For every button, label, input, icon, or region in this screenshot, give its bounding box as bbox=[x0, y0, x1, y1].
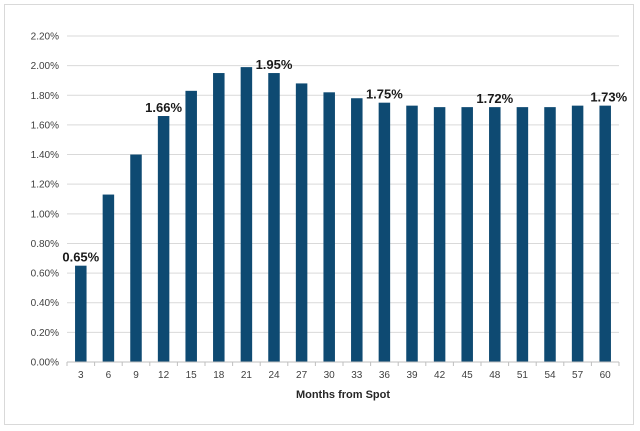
x-tick-label: 57 bbox=[572, 370, 584, 381]
bar-27 bbox=[295, 83, 308, 362]
y-tick-label: 1.80% bbox=[31, 91, 59, 102]
y-tick-label: 1.00% bbox=[31, 209, 59, 220]
bars bbox=[75, 67, 611, 363]
x-tick-label: 42 bbox=[434, 370, 446, 381]
y-tick-label: 0.40% bbox=[31, 298, 59, 309]
data-labels: 0.65% 1.66% 1.95% 1.75% 1.72% 1.73% bbox=[62, 57, 627, 265]
y-tick-label: 1.60% bbox=[31, 120, 59, 131]
x-tick-label: 12 bbox=[158, 370, 170, 381]
y-tick-label: 1.40% bbox=[31, 150, 59, 161]
x-tick-label: 3 bbox=[78, 370, 84, 381]
bar-42 bbox=[433, 107, 446, 362]
x-tick-label: 60 bbox=[600, 370, 612, 381]
bar-18 bbox=[213, 73, 225, 362]
x-tick-label: 30 bbox=[324, 370, 336, 381]
data-label-60: 1.73% bbox=[590, 90, 627, 105]
bar-48 bbox=[489, 107, 501, 362]
y-tick-label: 1.20% bbox=[31, 180, 59, 191]
x-tick-label: 54 bbox=[544, 370, 556, 381]
bar-30 bbox=[323, 92, 335, 363]
bar-12 bbox=[157, 116, 170, 362]
x-tick-label: 48 bbox=[489, 370, 501, 381]
bar-21 bbox=[240, 67, 253, 363]
x-tick-label: 33 bbox=[351, 370, 363, 381]
x-tick-label: 9 bbox=[133, 370, 139, 381]
y-tick-label: 0.60% bbox=[31, 269, 59, 280]
x-tick-label: 27 bbox=[296, 370, 308, 381]
bar-60 bbox=[599, 105, 611, 363]
x-tick-label: 21 bbox=[241, 370, 253, 381]
bar-3 bbox=[75, 265, 87, 362]
bar-33 bbox=[351, 98, 363, 363]
x-tick-label: 6 bbox=[106, 370, 112, 381]
y-tick-label: 0.20% bbox=[31, 328, 59, 339]
bar-36 bbox=[378, 102, 391, 362]
data-label-3: 0.65% bbox=[62, 250, 99, 265]
bar-39 bbox=[406, 105, 418, 363]
x-tick-label: 51 bbox=[517, 370, 529, 381]
x-tick-label: 45 bbox=[462, 370, 474, 381]
bar-51 bbox=[516, 107, 529, 362]
x-axis-title: Months from Spot bbox=[296, 389, 390, 401]
bar-6 bbox=[102, 194, 115, 362]
y-tick-label: 0.80% bbox=[31, 239, 59, 250]
gridlines bbox=[67, 35, 619, 333]
bar-24 bbox=[268, 73, 280, 362]
data-label-36: 1.75% bbox=[366, 87, 403, 102]
data-label-48: 1.72% bbox=[476, 91, 513, 106]
bar-9 bbox=[130, 154, 142, 362]
x-tick-label: 18 bbox=[213, 370, 225, 381]
y-tick-label: 2.20% bbox=[31, 32, 59, 43]
axes: 0.00% 0.20% 0.40% 0.60% 0.80% 1.00% 1.20% 1.40%… bbox=[31, 32, 620, 381]
y-tick-label: 0.00% bbox=[31, 358, 59, 369]
x-tick-label: 39 bbox=[406, 370, 418, 381]
x-tick-label: 15 bbox=[186, 370, 198, 381]
x-tick-label: 24 bbox=[268, 370, 280, 381]
bar-54 bbox=[544, 107, 556, 362]
y-tick-label: 2.00% bbox=[31, 61, 59, 72]
x-tick-label: 36 bbox=[379, 370, 391, 381]
bar-57 bbox=[571, 105, 584, 363]
bar-15 bbox=[185, 90, 197, 362]
bar-45 bbox=[461, 107, 473, 362]
data-label-24: 1.95% bbox=[256, 57, 293, 72]
data-label-12: 1.66% bbox=[145, 100, 182, 115]
